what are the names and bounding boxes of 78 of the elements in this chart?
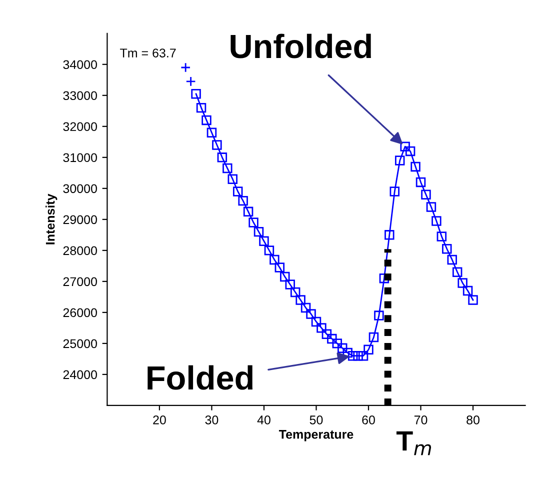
point [400,142,410,152]
point [348,350,358,361]
point [432,216,442,226]
point [238,196,248,206]
y-tick-label: 29000 [63,215,97,224]
point [421,190,431,200]
point [338,343,348,353]
y-tick-label: 34000 [63,60,97,70]
point [196,102,206,113]
point [322,329,332,339]
point [311,316,322,327]
point [300,302,311,313]
point [332,338,342,348]
point [384,230,394,240]
point [290,287,300,298]
x-tick-label: 70 [414,416,428,424]
y-axis-title: Intensity [46,194,58,244]
point [436,232,447,242]
point [316,323,326,333]
point [259,236,269,246]
point [274,262,285,272]
point [390,186,400,196]
point [368,332,379,342]
point [285,280,295,290]
point [342,348,352,358]
point [232,186,243,196]
x-tick-label: 30 [205,416,218,424]
point [222,163,232,174]
point [468,295,478,305]
x-tick-label: 40 [257,416,270,424]
annotation: Tm = 63.7 [120,48,176,58]
point [394,156,405,166]
y-tick-label: 33000 [63,91,97,100]
point [452,267,462,277]
x-axis-title: Temperature [278,430,354,442]
ref-line-label: T$_{m}$ [396,431,432,456]
point [180,62,191,73]
point [206,128,217,138]
point [270,254,280,265]
y-tick-label: 27000 [63,277,97,286]
point [254,226,264,237]
x-tick-label: 20 [153,416,166,424]
y-tick-label: 31000 [63,153,97,162]
point [410,162,420,172]
point [358,350,368,361]
point [248,218,258,228]
point [264,246,274,256]
point [306,309,316,319]
x-tick-label: 80 [466,416,480,424]
point [191,88,201,99]
y-tick-label: 32000 [63,122,97,132]
y-tick-label: 26000 [63,308,97,318]
point [186,76,196,87]
point [462,286,473,296]
point [243,206,254,217]
x-tick-label: 60 [362,416,375,424]
point [212,140,222,150]
point [202,115,212,126]
point [228,174,238,184]
x-tick-label: 50 [310,416,323,424]
point [458,278,468,288]
y-tick-label: 25000 [63,339,97,348]
point [416,177,426,188]
point [426,202,436,212]
point [442,244,452,254]
point [374,310,384,320]
annotation: Unfolded [230,34,371,58]
point [280,272,290,282]
annotation: Folded [148,365,252,390]
point [296,295,306,305]
y-tick-label: 24000 [63,370,97,380]
point [447,254,457,265]
point [405,146,416,156]
point [217,152,228,162]
point [327,334,337,344]
y-tick-label: 28000 [63,246,97,256]
y-tick-label: 30000 [63,184,97,194]
point [364,344,374,355]
